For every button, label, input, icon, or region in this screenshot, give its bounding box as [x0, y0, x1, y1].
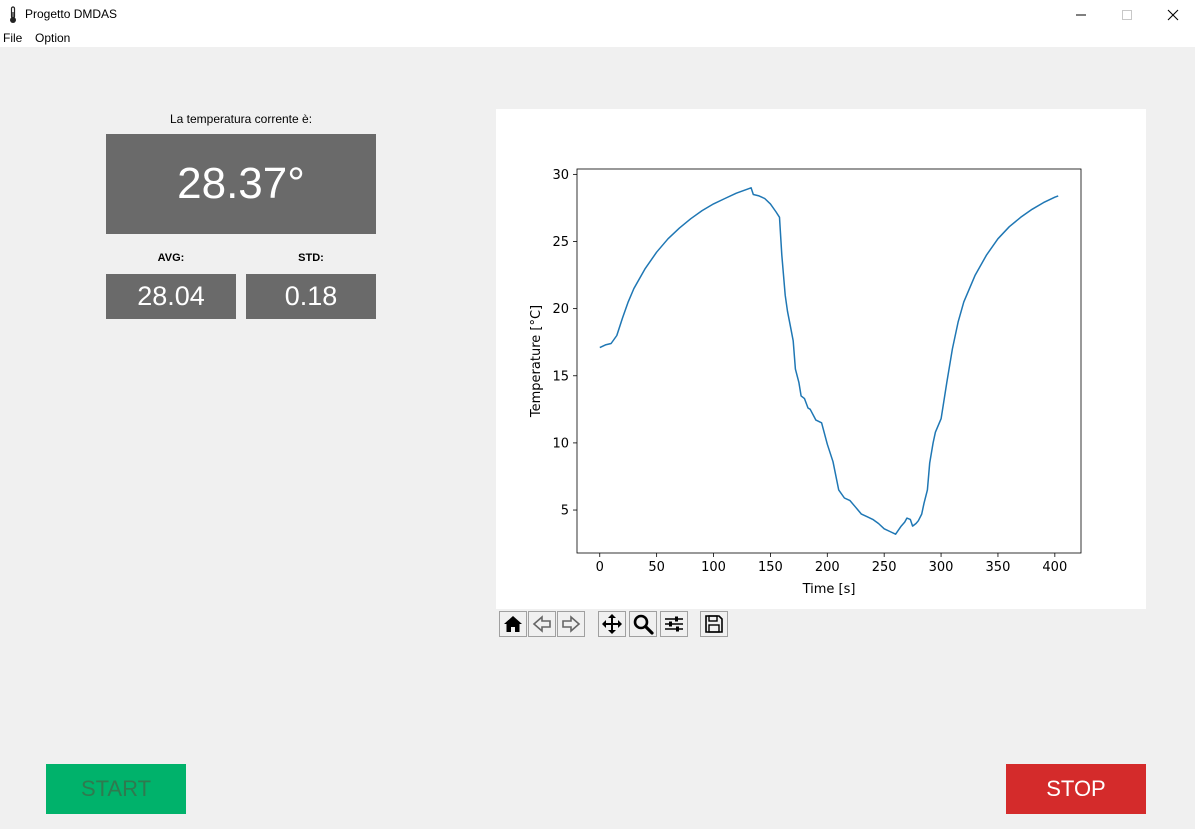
maximize-button[interactable]: [1104, 0, 1150, 30]
x-tick-label: 350: [986, 560, 1011, 575]
current-temperature-label: La temperatura corrente è:: [169, 112, 313, 126]
x-tick-label: 150: [758, 560, 783, 575]
maximize-icon: [1122, 10, 1132, 20]
x-tick-label: 300: [929, 560, 954, 575]
home-button[interactable]: [499, 611, 527, 637]
save-floppy-icon: [705, 615, 723, 633]
menu-bar: File Option: [0, 30, 1195, 47]
y-axis-ticks: 5 10 15 20 25 30: [552, 168, 577, 519]
temperature-chart[interactable]: 0 50 100 150 200 250 300 350 400 5 10 15 20 25 30 Tim…: [496, 109, 1146, 609]
menu-option[interactable]: Option: [35, 31, 71, 45]
std-value: 0.18: [246, 274, 376, 319]
x-tick-label: 200: [815, 560, 840, 575]
pan-button[interactable]: [598, 611, 626, 637]
start-button[interactable]: START: [46, 764, 186, 814]
current-temperature-value: 28.37°: [106, 134, 376, 234]
y-tick-label: 5: [561, 504, 569, 519]
pan-move-icon: [602, 614, 622, 634]
window-title: Progetto DMDAS: [25, 7, 118, 21]
avg-label: AVG:: [157, 252, 185, 264]
close-icon: [1167, 9, 1179, 21]
std-label: STD:: [298, 252, 324, 264]
thermometer-icon: [10, 6, 16, 23]
back-arrow-icon: [532, 615, 551, 633]
x-tick-label: 100: [701, 560, 726, 575]
close-button[interactable]: [1150, 0, 1195, 30]
y-tick-label: 30: [552, 168, 569, 183]
x-axis-label: Time [s]: [802, 582, 856, 597]
plot-panel: 0 50 100 150 200 250 300 350 400 5 10 15 20 25 30 Tim…: [496, 109, 1146, 609]
forward-arrow-icon: [562, 615, 581, 633]
minimize-button[interactable]: [1058, 0, 1104, 30]
title-bar: Progetto DMDAS: [0, 0, 1195, 30]
home-icon: [504, 616, 522, 632]
configure-subplots-icon: [665, 616, 683, 632]
y-tick-label: 25: [552, 235, 569, 250]
plot-area: [576, 168, 1082, 554]
x-tick-label: 50: [648, 560, 665, 575]
x-tick-label: 250: [872, 560, 897, 575]
back-button[interactable]: [528, 611, 556, 637]
configure-subplots-button[interactable]: [660, 611, 688, 637]
minimize-icon: [1076, 14, 1086, 16]
x-tick-label: 0: [596, 560, 604, 575]
forward-button[interactable]: [557, 611, 585, 637]
y-tick-label: 10: [552, 436, 569, 451]
stop-button[interactable]: STOP: [1006, 764, 1146, 814]
temperature-line: [599, 187, 1059, 535]
y-axis-label: Temperature [°C]: [529, 305, 544, 418]
y-tick-label: 20: [552, 302, 569, 317]
save-button[interactable]: [700, 611, 728, 637]
zoom-magnifier-icon: [633, 614, 654, 635]
x-tick-label: 400: [1042, 560, 1067, 575]
x-axis-ticks: 0 50 100 150 200 250 300 350 400: [596, 553, 1067, 575]
menu-file[interactable]: File: [3, 31, 23, 45]
avg-value: 28.04: [106, 274, 236, 319]
y-tick-label: 15: [552, 369, 569, 384]
zoom-button[interactable]: [629, 611, 657, 637]
